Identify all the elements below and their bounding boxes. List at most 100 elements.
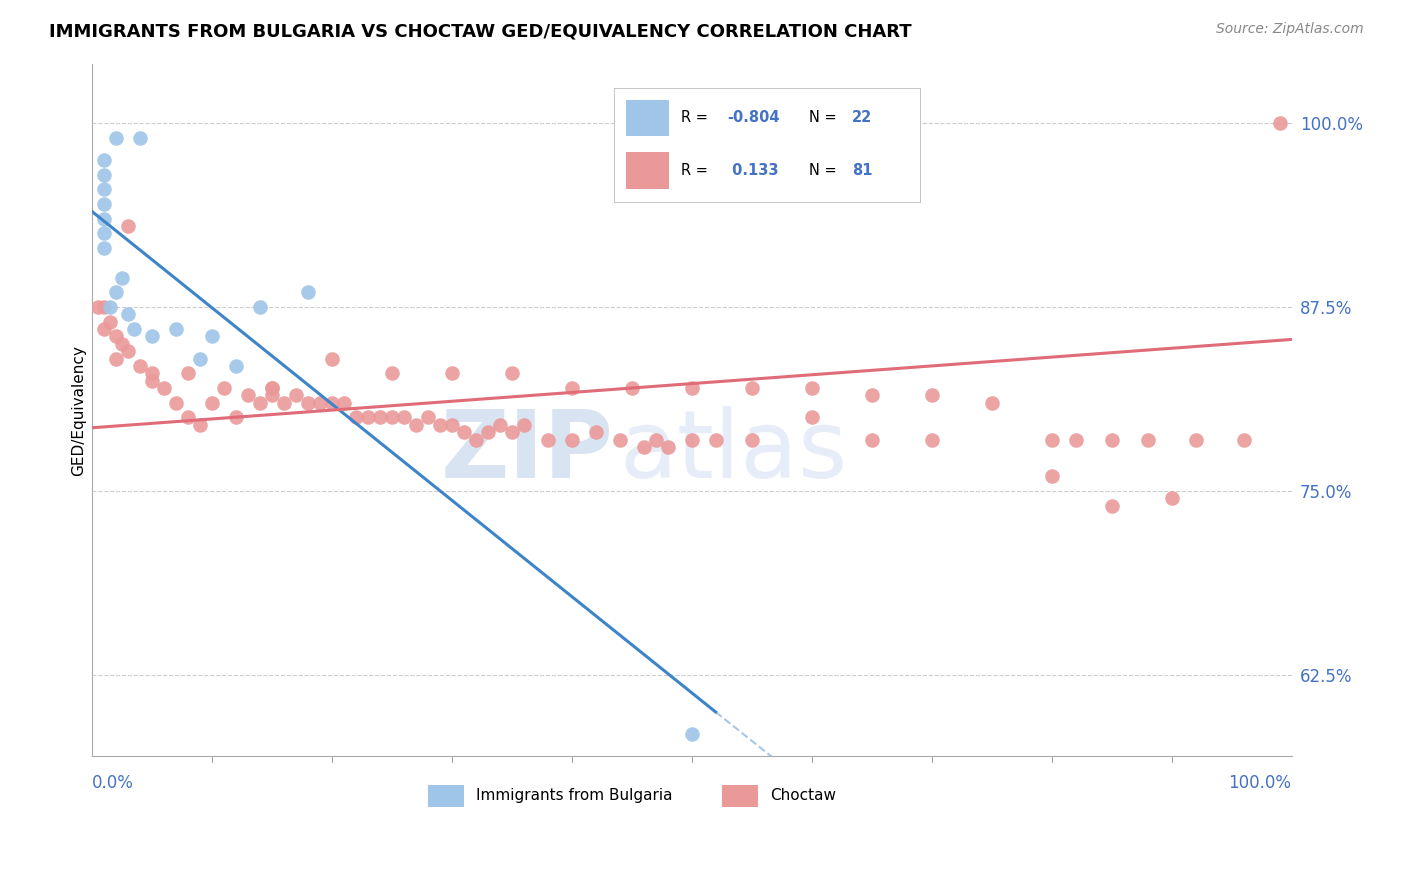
Point [681,381,703,395]
Point [321,351,343,366]
Point [1160,491,1182,506]
Point [93,197,115,211]
Text: IMMIGRANTS FROM BULGARIA VS CHOCTAW GED/EQUIVALENCY CORRELATION CHART: IMMIGRANTS FROM BULGARIA VS CHOCTAW GED/… [49,22,912,40]
Point [165,396,187,410]
Point [368,410,391,425]
Point [141,374,163,388]
Point [93,300,115,314]
Point [93,211,115,226]
Point [633,440,655,454]
Point [225,359,247,373]
Point [392,410,415,425]
Point [236,388,259,402]
Point [111,336,134,351]
Point [800,410,823,425]
Point [117,219,139,233]
Point [440,367,463,381]
Point [405,417,427,432]
Point [332,396,354,410]
Point [381,410,404,425]
Point [117,307,139,321]
Point [104,351,127,366]
Point [152,381,174,395]
Point [429,417,451,432]
Point [609,433,631,447]
Point [800,381,823,395]
Point [201,329,224,343]
Point [308,396,330,410]
Point [273,396,295,410]
Point [128,130,150,145]
Point [321,396,343,410]
Point [1040,469,1063,483]
Point [501,367,523,381]
Point [104,285,127,300]
Point [464,433,486,447]
Point [501,425,523,440]
Point [681,433,703,447]
Point [284,388,307,402]
Point [117,344,139,359]
Point [128,359,150,373]
Point [921,388,943,402]
Point [122,322,145,336]
Point [561,381,583,395]
Point [165,322,187,336]
Point [93,227,115,241]
Point [98,315,121,329]
Point [681,727,703,741]
Point [1232,433,1254,447]
Point [477,425,499,440]
Text: ZIP: ZIP [441,406,613,498]
Point [980,396,1002,410]
Text: atlas: atlas [620,406,848,498]
Y-axis label: GED/Equivalency: GED/Equivalency [72,344,86,475]
Point [188,351,211,366]
Point [344,410,367,425]
Point [1184,433,1206,447]
Point [537,433,560,447]
Point [512,417,534,432]
Point [561,433,583,447]
Point [488,417,510,432]
Point [93,241,115,255]
Point [98,300,121,314]
Point [416,410,439,425]
Point [93,182,115,196]
Point [177,367,200,381]
Point [1136,433,1159,447]
Point [381,367,404,381]
Text: Source: ZipAtlas.com: Source: ZipAtlas.com [1216,22,1364,37]
Point [1040,433,1063,447]
Text: 100.0%: 100.0% [1229,774,1292,792]
Point [260,381,283,395]
Point [741,381,763,395]
Point [141,367,163,381]
Point [260,381,283,395]
Point [177,410,200,425]
Point [1064,433,1087,447]
Point [620,381,643,395]
Point [87,300,110,314]
Point [921,433,943,447]
Point [860,433,883,447]
Point [741,433,763,447]
Point [93,168,115,182]
Point [188,417,211,432]
Point [1101,499,1123,513]
Point [93,153,115,167]
Point [704,433,727,447]
Point [1268,116,1291,130]
Point [104,329,127,343]
Point [453,425,475,440]
Point [141,329,163,343]
Point [104,130,127,145]
Point [1101,433,1123,447]
Point [201,396,224,410]
Point [440,417,463,432]
Point [644,433,666,447]
Point [225,410,247,425]
Point [657,440,679,454]
Point [93,322,115,336]
Point [297,285,319,300]
